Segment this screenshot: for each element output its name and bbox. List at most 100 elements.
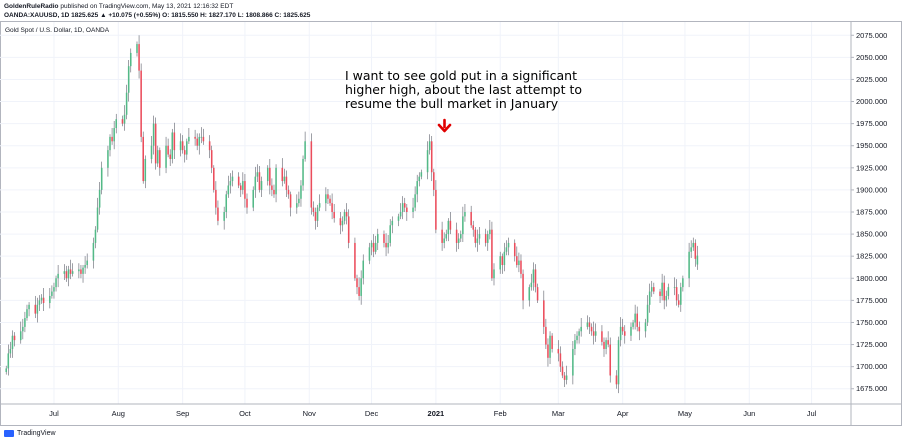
candle-body (127, 66, 130, 93)
candle (362, 254, 365, 285)
candle (169, 149, 171, 167)
candle (501, 253, 504, 274)
candle (447, 218, 450, 242)
candle (159, 147, 161, 176)
y-tick-label: 1875.000 (856, 208, 887, 217)
candle (123, 105, 126, 131)
candle-body (19, 331, 22, 341)
candle-body (696, 255, 699, 265)
candle (316, 204, 319, 228)
candle-body (181, 141, 184, 151)
candle (275, 164, 277, 203)
candle-body (561, 366, 564, 376)
candle-body (472, 225, 475, 230)
candle-body (416, 181, 418, 195)
candle-body (536, 287, 539, 301)
candle (667, 283, 670, 300)
y-tick-label: 1850.000 (856, 230, 887, 239)
candle (688, 242, 690, 288)
candle (217, 200, 219, 226)
candle (565, 365, 568, 385)
candle (644, 318, 647, 338)
candle-body (314, 212, 317, 221)
x-tick-label: Jul (49, 409, 59, 418)
candle (516, 246, 518, 268)
annotation-group: I want to see gold put in a significanth… (345, 68, 582, 133)
candle-body (49, 295, 51, 304)
candle (588, 317, 591, 334)
candle (673, 277, 676, 296)
candle (354, 237, 356, 281)
candle (383, 230, 385, 248)
candle-body (445, 234, 448, 239)
x-tick-label: Oct (239, 409, 252, 418)
candle (507, 237, 510, 256)
footer-brand[interactable]: TradingView (4, 430, 56, 437)
candle (100, 161, 103, 195)
down-arrow-icon (437, 118, 452, 133)
annotation-text-line: I want to see gold put in a significant (345, 68, 577, 83)
candle-body (244, 181, 246, 199)
candle-body (443, 238, 445, 243)
candle-body (489, 229, 491, 235)
candle-body (198, 136, 201, 146)
candle-body (229, 181, 232, 186)
candle (142, 131, 144, 184)
candle-body (345, 212, 348, 217)
candle-body (543, 300, 545, 327)
candle-body (420, 172, 423, 177)
candle-body (115, 119, 118, 129)
y-tick-label: 1775.000 (856, 296, 887, 305)
candle-body (227, 185, 230, 195)
candle-body (202, 136, 205, 142)
annotation-text-line: higher high, about the last attempt to (345, 82, 582, 97)
candle (113, 120, 115, 150)
candle-body (503, 251, 506, 266)
candle (426, 141, 429, 180)
candle-body (644, 322, 647, 332)
candle-body (152, 123, 155, 146)
candle (455, 222, 458, 252)
candle (385, 233, 387, 257)
candle (7, 344, 10, 376)
candle (590, 323, 593, 336)
publish-info: published on TradingView.com, May 13, 20… (60, 3, 234, 10)
candle (445, 229, 448, 242)
candle-body (460, 234, 462, 239)
candle-body (680, 287, 682, 305)
candle (154, 117, 157, 170)
candle (55, 275, 57, 292)
candle (397, 213, 400, 227)
candle (136, 41, 138, 57)
candle-body (580, 326, 582, 332)
candle (200, 127, 203, 144)
candle-body (38, 300, 41, 305)
candle-body (634, 313, 636, 323)
candle (49, 288, 51, 309)
candle-body (341, 220, 344, 226)
candle (22, 318, 24, 340)
candle-body (520, 260, 522, 274)
candle-body (123, 114, 126, 124)
candle-body (663, 282, 665, 301)
candle (551, 333, 553, 353)
candle-body (650, 287, 653, 292)
x-tick-label: Nov (303, 409, 317, 418)
candle-body (296, 203, 298, 208)
author-name[interactable]: GoldenRuleRadio (4, 3, 59, 10)
candle (484, 228, 487, 247)
y-tick-label: 2000.000 (856, 97, 887, 106)
candle-body (690, 247, 692, 252)
candle-body (607, 340, 609, 345)
candle-body (113, 128, 115, 142)
candle-body (165, 145, 167, 168)
grid-lines (0, 22, 851, 404)
candle (592, 321, 595, 345)
candle-body (86, 260, 88, 266)
candle-body (594, 331, 597, 336)
candle (181, 135, 184, 154)
candle (287, 185, 290, 199)
candle-body (343, 212, 346, 221)
candle-body (447, 220, 450, 235)
